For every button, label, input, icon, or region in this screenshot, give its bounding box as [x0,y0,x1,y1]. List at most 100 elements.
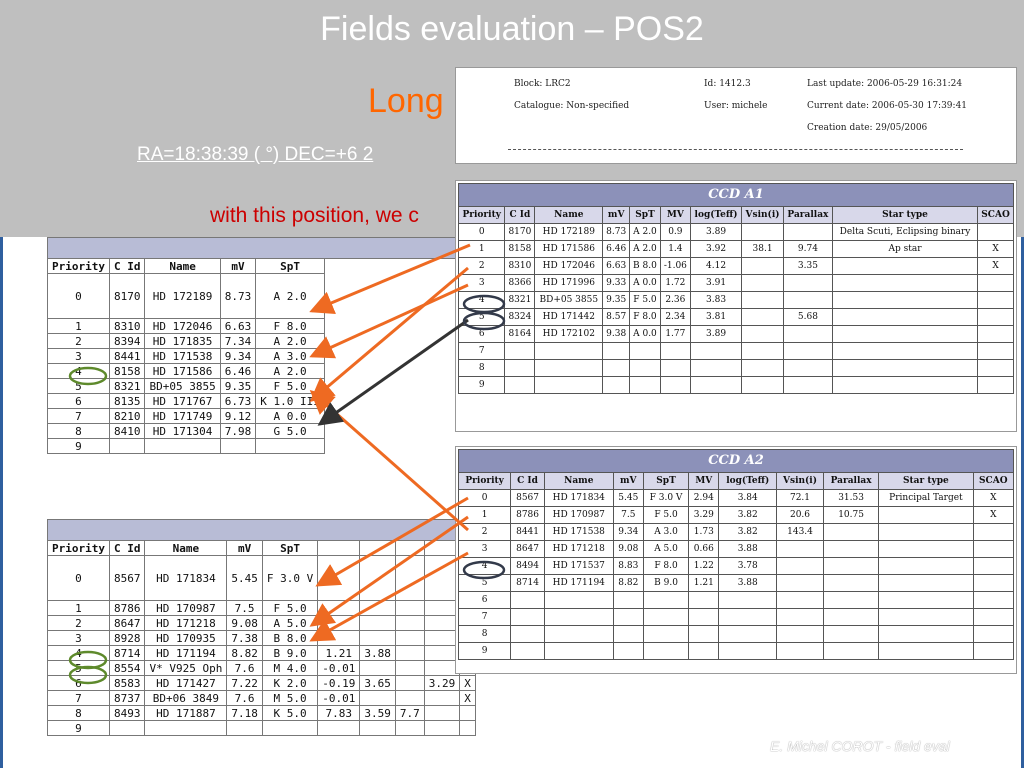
table-cell: HD 171586 [144,363,221,379]
table-cell: X [972,489,1015,507]
table-cell [423,720,461,736]
table-row: 9 [457,642,1015,660]
table-cell: 6.63 [219,318,257,334]
table-cell [831,376,979,394]
table-cell [642,642,690,660]
table-cell: 9 [457,376,506,394]
table-cell: HD 171194 [144,645,228,661]
table-cell: -0.01 [317,690,361,706]
table-cell [782,376,833,394]
circle-a2-row4 [462,560,506,580]
current-date-label: Current date: 2006-05-30 17:39:41 [807,101,968,111]
table-cell: HD 172046 [144,318,221,334]
table-cell: 8210 [108,408,146,424]
column-header [423,540,461,556]
ccd-a2-title: CCD A2 [458,449,1014,472]
table-cell: 7.38 [226,630,263,646]
table-row: 8 8493 HD 171887 7.18 K 5.0 7.83 3.59 7.7 [47,705,476,721]
table-cell: 8321 [108,378,146,394]
table-row: 7 8737 BD+06 3849 7.6 M 5.0 -0.01 X [47,690,476,706]
table-cell: 8.73 [219,273,257,319]
table-cell: HD 171218 [144,615,228,631]
table-row: 7 [457,608,1015,626]
table-row: 1 8158 HD 171586 6.46 A 2.0 1.4 3.92 38.1 9.74 Ap… [457,240,1014,258]
ccd-a2-panel: CCD A2 Priority C Id Name mV SpT MV log(Teff) V… [455,446,1017,674]
table-row: 2 8310 HD 172046 6.63 B 8.0 -1.06 4.12 3.35 X [457,257,1014,275]
table-cell [822,642,880,660]
column-header: C Id [504,206,536,224]
table-cell: B 9.0 [261,645,319,661]
table-cell: 0 [457,489,512,507]
field-coordinates-link[interactable]: RA=18:38:39 ( °) DEC=+6 2 [137,144,374,165]
table-row: 0 8567 HD 171834 5.45 F 3.0 V [47,555,476,601]
ccd-a1-panel: CCD A1 Priority C Id Name mV SpT MV log(Teff) V… [455,180,1017,432]
table-row: 4 8714 HD 171194 8.82 B 9.0 1.21 3.88 [47,645,476,661]
table-cell: BD+06 3849 [144,690,228,706]
table-cell [144,720,228,736]
right-accent-bar [1021,0,1024,768]
table-row: 1 8310 HD 172046 6.63 F 8.0 [47,318,325,334]
column-header: Parallax [822,472,880,490]
table-row: 6 8164 HD 172102 9.38 A 0.0 1.77 3.89 [457,325,1014,343]
column-header: Star type [831,206,979,224]
table-row: 9 [47,720,476,736]
arrow-a1-1 [309,266,469,402]
table-cell [394,720,425,736]
table-cell: 0 [457,223,506,241]
column-header: Parallax [782,206,833,224]
column-header: Name [534,206,604,224]
table-cell: 8737 [108,690,146,706]
arrow-a1-4 [317,318,469,426]
circle-a1-row3 [462,294,506,314]
table-cell: 4 [457,557,512,575]
circle-a1-row4 [462,311,506,331]
table-row: 8 [457,359,1014,377]
slide-note: with this position, we c [210,204,419,227]
table-cell [977,376,1014,394]
catalogue-label: Catalogue: Non-specified [514,101,630,111]
table-cell: 9 [47,720,110,736]
table-cell: 3.91 [689,274,743,292]
column-header: Priority [47,258,110,274]
dashed-divider [508,149,963,150]
table-cell: F 3.0 V [261,555,319,601]
column-header: Star type [878,472,974,490]
column-header: Vsin(i) [776,472,824,490]
table-cell: HD 171538 [144,348,221,364]
table-cell [689,376,743,394]
table-row: 6 [457,591,1015,609]
back-table-2: Priority C Id Name mV SpT 0 8567 HD 171834 5.45… [47,540,476,736]
table-cell: A 2.0 [255,363,325,379]
column-header: MV [688,472,720,490]
table-row: 9 [457,376,1014,394]
column-header: SpT [255,258,325,274]
table-row: 0 8170 HD 172189 8.73 A 2.0 0.9 3.89 Delta Scut… [457,223,1014,241]
table-cell: 8928 [108,630,146,646]
table-cell [688,642,720,660]
table-cell: HD 171834 [144,555,228,601]
table-row: 5 8321 BD+05 3855 9.35 F 5.0 [47,378,325,394]
table-cell: A 3.0 [255,348,325,364]
table-cell: 9.08 [226,615,263,631]
table-cell [317,720,361,736]
slide-title: Fields evaluation – POS2 [320,10,704,48]
circle-back2-row4 [68,665,108,685]
table-cell [972,642,1015,660]
ccd-a1-title: CCD A1 [458,183,1014,206]
table-cell: HD 171427 [144,675,228,691]
table-row: 9 [47,438,325,454]
block-label: Block: LRC2 [514,79,571,89]
table-cell: 3.65 [359,675,396,691]
table-cell: X [977,240,1014,258]
column-header: SpT [642,472,690,490]
table-cell: 0 [47,555,110,601]
column-header: Priority [457,206,506,224]
table-cell: 7.7 [394,705,425,721]
table-cell: 9 [47,438,110,454]
back-table-1: Priority C Id Name mV SpT 0 8170 HD 172189 8.73… [47,258,325,454]
circle-back1-row2 [68,366,108,386]
left-accent-bar [0,0,3,768]
table-cell: HD 170987 [144,600,228,616]
table-row: 1 8786 HD 170987 7.5 F 5.0 3.29 3.82 20.6 10.75 X [457,506,1015,524]
